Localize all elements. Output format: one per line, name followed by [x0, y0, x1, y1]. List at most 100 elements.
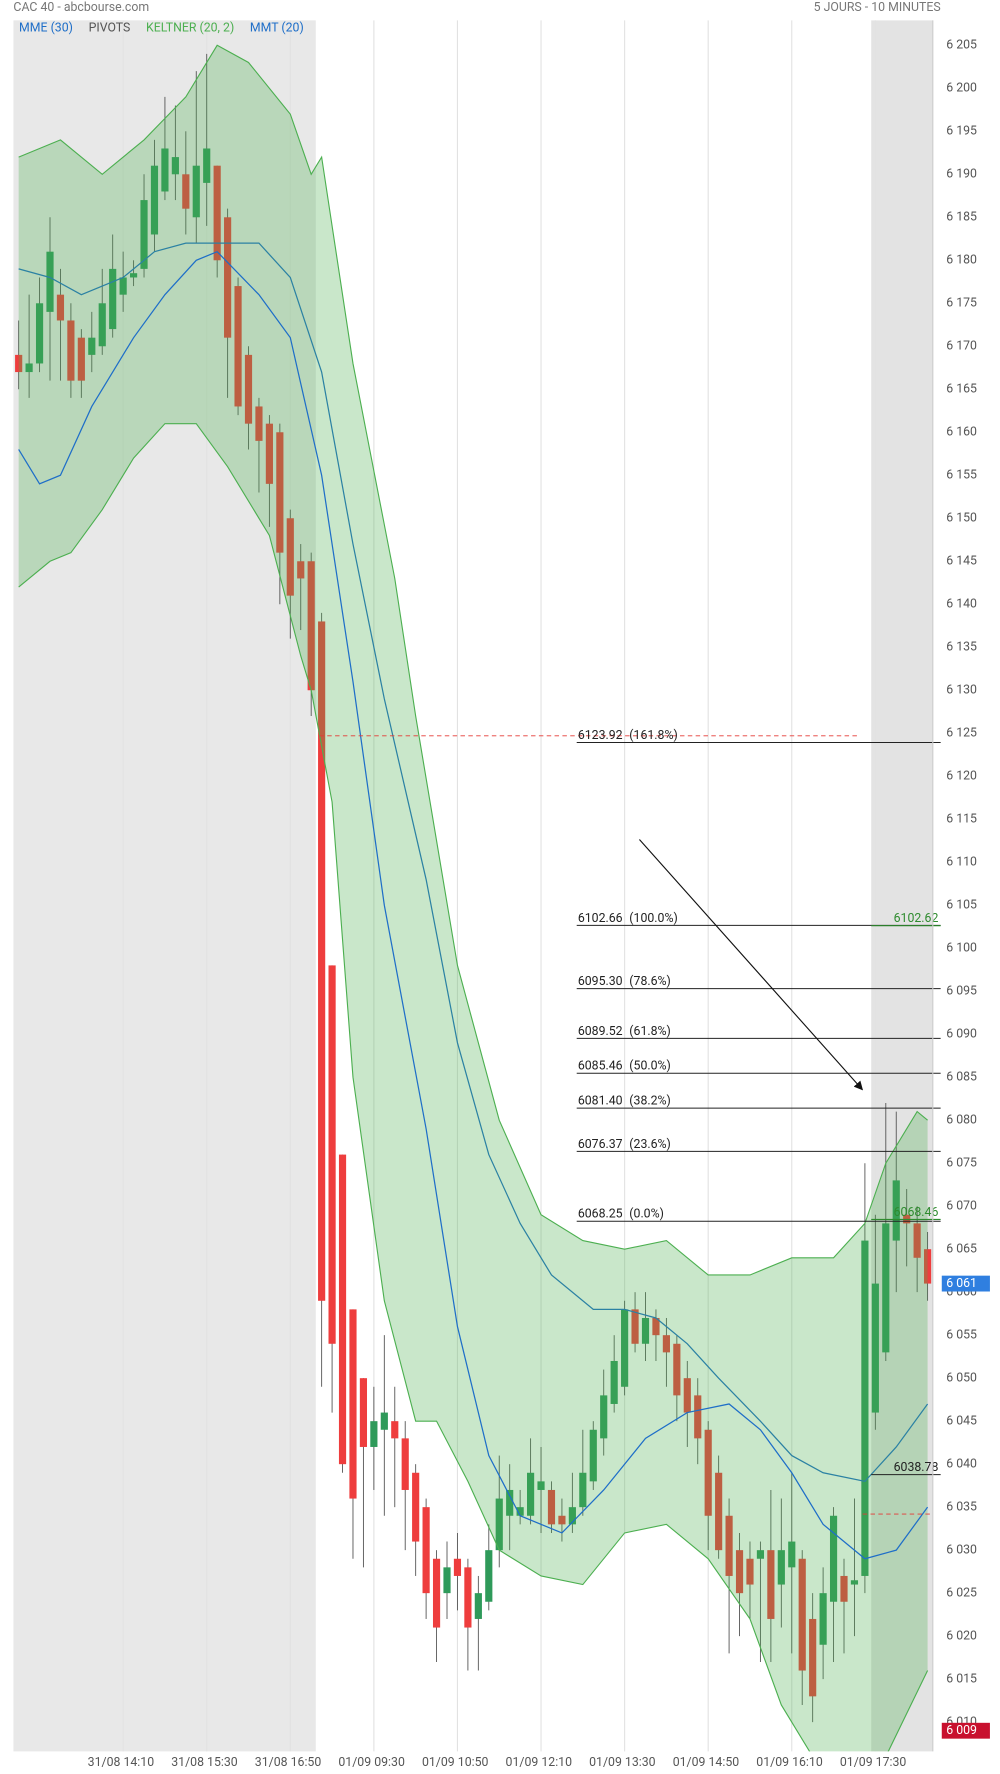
candle-body — [892, 1180, 900, 1241]
fibonacci-value: 6123.92 — [578, 729, 623, 743]
candle-body — [485, 1550, 493, 1602]
candle-body — [286, 518, 294, 596]
y-tick-label: 6 110 — [946, 855, 977, 869]
y-tick-label: 6 020 — [946, 1629, 977, 1643]
price-marker-label: 6038.78 — [894, 1461, 939, 1475]
candle-body — [652, 1317, 660, 1336]
candle-body — [255, 406, 263, 441]
y-tick-label: 6 185 — [946, 211, 977, 225]
candle-body — [56, 294, 65, 321]
candle-body — [119, 277, 127, 295]
candle-body — [694, 1395, 702, 1439]
candle-body — [453, 1558, 462, 1576]
candle-body — [537, 1481, 545, 1490]
candle-body — [516, 1507, 524, 1516]
candle-body — [819, 1593, 827, 1645]
y-tick-label: 6 030 — [946, 1543, 977, 1557]
candle-body — [192, 165, 200, 218]
keltner-lower — [18, 423, 929, 1752]
candle-body — [224, 217, 232, 338]
candle-body — [297, 561, 305, 579]
candle-body — [673, 1343, 681, 1396]
candle-body — [182, 174, 190, 209]
price-tag-label: 6 009 — [946, 1724, 977, 1738]
candle-body — [798, 1558, 806, 1671]
fibonacci-value: 6076.37 — [578, 1138, 623, 1152]
y-tick-label: 6 190 — [946, 168, 977, 182]
price-marker-label: 6068.46 — [894, 1206, 939, 1220]
candle-body — [777, 1550, 785, 1585]
candle-body — [412, 1472, 420, 1542]
candle-body — [328, 965, 336, 1344]
y-tick-label: 6 025 — [946, 1586, 977, 1600]
candle-body — [213, 165, 221, 261]
trend-arrow — [639, 839, 864, 1091]
y-tick-label: 6 200 — [946, 82, 977, 96]
keltner-band-fill — [18, 45, 928, 1752]
candle-body — [109, 268, 117, 330]
fibonacci-percent: (50.0%) — [629, 1059, 671, 1074]
fibonacci-percent: (161.8%) — [629, 728, 677, 743]
candle-body — [871, 1283, 879, 1413]
candle-body — [380, 1412, 388, 1430]
x-tick-label: 01/09 16:10 — [756, 1756, 823, 1770]
candle-body — [829, 1515, 838, 1602]
y-tick-label: 6 015 — [946, 1672, 977, 1686]
candle-body — [234, 286, 242, 407]
candle-body — [579, 1472, 587, 1508]
candle-body — [558, 1515, 566, 1525]
fibonacci-value: 6068.25 — [578, 1208, 623, 1222]
fibonacci-percent: (100.0%) — [629, 911, 677, 926]
candle-body — [756, 1550, 765, 1559]
candle-body — [77, 337, 85, 381]
candle-body — [610, 1360, 618, 1404]
candle-body — [161, 148, 169, 192]
candle-body — [568, 1507, 576, 1525]
candle-body — [746, 1558, 754, 1585]
indicators — [18, 44, 929, 1752]
y-tick-label: 6 050 — [946, 1371, 977, 1385]
candle-body — [150, 165, 159, 235]
moving-average-line — [18, 250, 929, 1560]
y-tick-label: 6 035 — [946, 1500, 977, 1514]
chart-title: CAC 40 - abcbourse.com — [13, 1, 149, 15]
candle-body — [641, 1317, 650, 1344]
candle-body — [98, 303, 106, 347]
y-tick-label: 6 105 — [946, 898, 977, 912]
candle-body — [547, 1489, 556, 1525]
candle-body — [913, 1223, 921, 1258]
x-tick-label: 31/08 16:50 — [255, 1756, 322, 1770]
keltner-upper — [18, 44, 928, 1276]
candle-body — [46, 251, 54, 312]
candle-body — [861, 1240, 869, 1576]
y-tick-label: 6 130 — [946, 683, 977, 697]
y-tick-label: 6 045 — [946, 1414, 977, 1428]
y-tick-label: 6 090 — [946, 1027, 977, 1041]
candle-body — [715, 1472, 723, 1551]
price-tag — [941, 1275, 990, 1292]
candle-body — [432, 1558, 441, 1628]
y-tick-label: 6 075 — [946, 1156, 977, 1170]
x-tick-label: 01/09 14:50 — [673, 1756, 740, 1770]
y-tick-label: 6 195 — [946, 125, 977, 139]
candle-body — [129, 273, 138, 278]
candle-body — [401, 1438, 409, 1490]
candle-body — [767, 1550, 775, 1619]
fibonacci-value: 6089.52 — [578, 1025, 623, 1039]
y-tick-label: 6 095 — [946, 984, 977, 998]
y-tick-label: 6 125 — [946, 726, 977, 740]
fibonacci-percent: (38.2%) — [629, 1094, 671, 1109]
legend-entry: PIVOTS — [89, 22, 131, 36]
candle-body — [788, 1541, 796, 1568]
candle-body — [495, 1498, 503, 1551]
y-tick-label: 6 135 — [946, 640, 977, 654]
candle-body — [244, 354, 253, 424]
candle-body — [850, 1580, 859, 1585]
candle-body — [318, 621, 326, 1301]
y-tick-label: 6 120 — [946, 769, 977, 783]
candle-body — [924, 1249, 932, 1284]
fibonacci-value: 6102.66 — [578, 912, 623, 926]
x-tick-label: 01/09 12:10 — [506, 1756, 573, 1770]
